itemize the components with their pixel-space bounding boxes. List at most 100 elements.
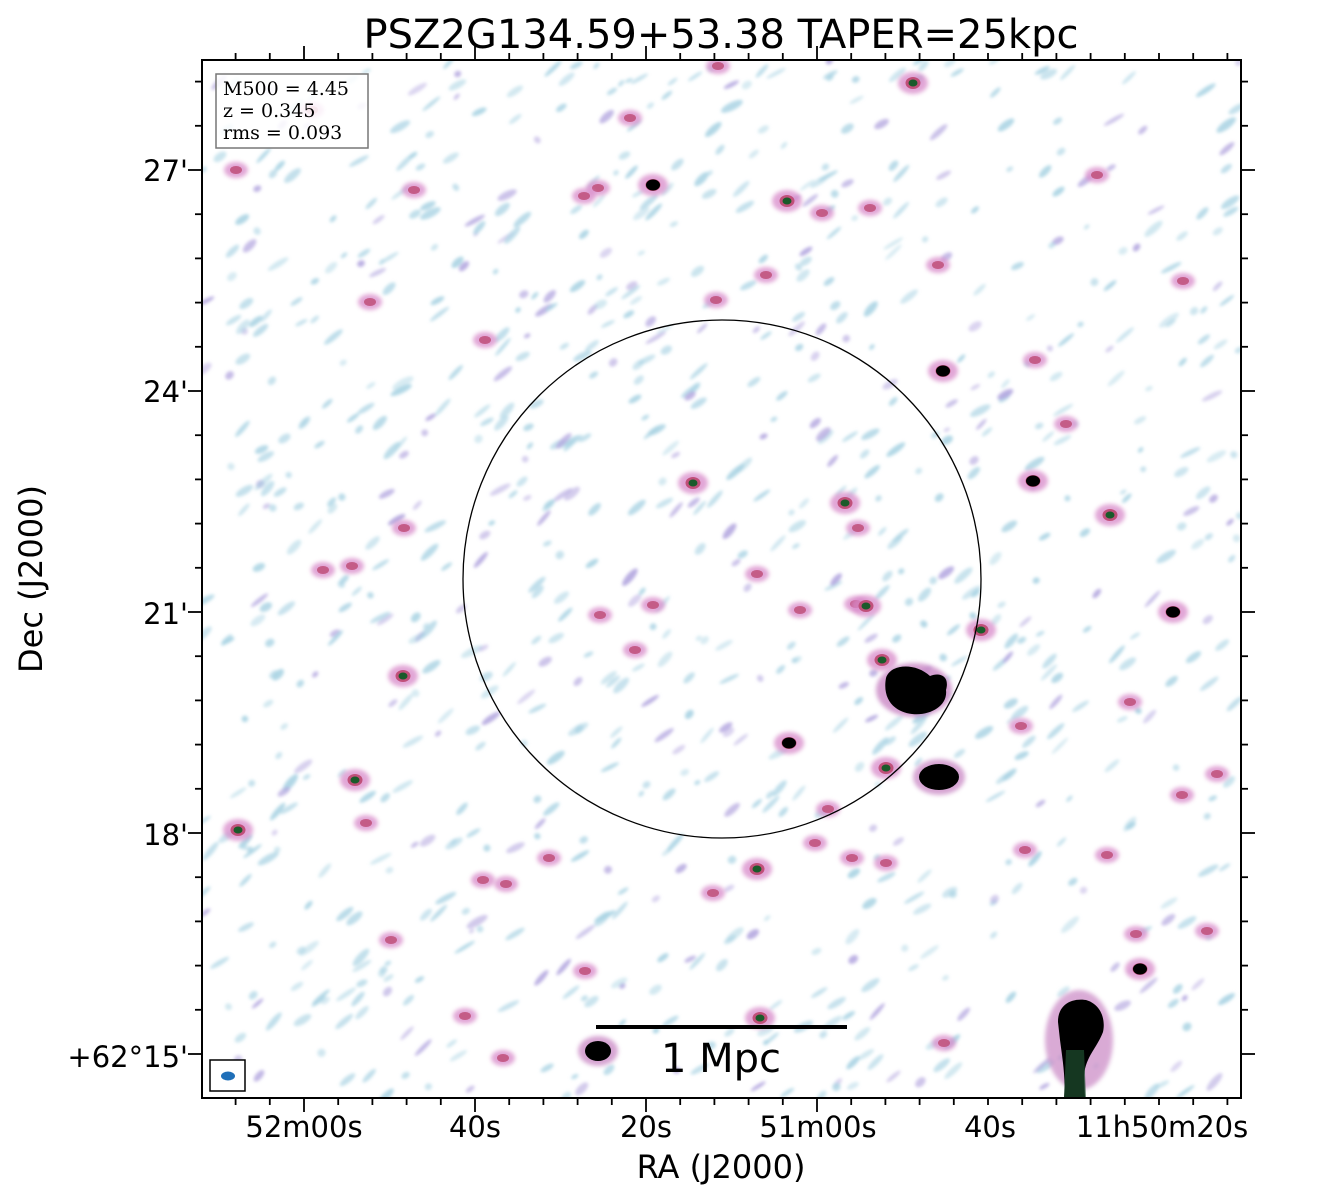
- radio-source: [388, 665, 418, 687]
- radio-source: [623, 642, 647, 658]
- radio-source: [1095, 847, 1119, 863]
- radio-source: [745, 566, 769, 582]
- radio-source: [803, 835, 827, 851]
- info-box: M500 = 4.45 z = 0.345 rms = 0.093: [215, 73, 369, 149]
- radio-source: [471, 872, 495, 888]
- y-tick-label-3: 21': [143, 597, 188, 631]
- radio-source: [223, 819, 253, 841]
- y-tick-label-2: 24': [143, 375, 188, 409]
- radio-source: [774, 732, 804, 754]
- radio-source: [1054, 416, 1078, 432]
- radio-source: [1013, 842, 1037, 858]
- radio-source: [572, 188, 596, 204]
- compact-source-right: [913, 759, 965, 795]
- radio-source: [491, 1050, 515, 1066]
- radio-source: [379, 932, 403, 948]
- radio-source: [816, 801, 840, 817]
- radio-source: [1170, 787, 1194, 803]
- x-tick-label-6: 11h50m20s: [1076, 1110, 1248, 1144]
- radio-source: [966, 619, 996, 641]
- x-tick-label-1: 52m00s: [245, 1110, 362, 1144]
- x-tick-labels: 52m00s 40s 20s 51m00s 40s 11h50m20s: [245, 1110, 1248, 1144]
- radio-source: [573, 963, 597, 979]
- radio-source: [1095, 504, 1125, 526]
- radio-source: [926, 257, 950, 273]
- radio-source: [1124, 926, 1148, 942]
- radio-source: [1085, 167, 1109, 183]
- radio-source: [1125, 958, 1155, 980]
- x-tick-label-5: 40s: [964, 1110, 1016, 1144]
- radio-source: [311, 562, 335, 578]
- radio-source: [932, 1035, 956, 1051]
- noise-texture: [202, 60, 1241, 1098]
- radio-source: [867, 649, 897, 671]
- radio-source: [706, 60, 730, 74]
- x-tick-label-3: 20s: [620, 1110, 672, 1144]
- figure-title: PSZ2G134.59+53.38 TAPER=25kpc: [364, 12, 1079, 58]
- radio-source: [1171, 273, 1195, 289]
- radio-source: [224, 162, 248, 178]
- radio-source: [871, 757, 901, 779]
- elongated-source-bottom: [1045, 990, 1113, 1098]
- cluster-r500-circle: [462, 319, 982, 839]
- radio-source: [704, 292, 728, 308]
- y-tick-labels: 27' 24' 21' 18' +62°15': [67, 154, 188, 1074]
- y-tick-label-5: +62°15': [67, 1040, 188, 1074]
- radio-source: [846, 520, 870, 536]
- info-redshift: z = 0.345: [223, 100, 315, 122]
- radio-source: [473, 332, 497, 348]
- radio-source: [638, 174, 668, 196]
- beam-box: [209, 1059, 246, 1092]
- compact-source-bottom-left: [578, 1036, 618, 1066]
- radio-source: [701, 885, 725, 901]
- radio-source: [772, 190, 802, 212]
- plot-frame: [201, 59, 1242, 1099]
- radio-source: [788, 602, 812, 618]
- radio-source: [1205, 766, 1229, 782]
- radio-source: [840, 850, 864, 866]
- radio-source: [851, 595, 881, 617]
- x-tick-label-2: 40s: [449, 1110, 501, 1144]
- radio-source: [494, 876, 518, 892]
- radio-source: [898, 72, 928, 94]
- radio-source: [754, 267, 778, 283]
- bright-sources: [578, 663, 1113, 1098]
- radio-source: [1118, 694, 1142, 710]
- radio-source: [340, 558, 364, 574]
- radio-source: [810, 205, 834, 221]
- radio-source: [340, 769, 370, 791]
- y-tick-label-1: 27': [143, 154, 188, 188]
- x-axis-label: RA (J2000): [637, 1148, 806, 1186]
- radio-source: [358, 294, 382, 310]
- extended-source-right: [876, 663, 952, 717]
- x-tick-label-4: 51m00s: [759, 1110, 876, 1144]
- radio-source: [742, 858, 772, 880]
- radio-source: [678, 472, 708, 494]
- radio-source: [618, 110, 642, 126]
- radio-sources: [223, 60, 1229, 1066]
- radio-source: [745, 1007, 775, 1029]
- image-area: [202, 60, 1241, 1098]
- radio-source: [392, 520, 416, 536]
- scale-bar-label: 1 Mpc: [661, 1036, 781, 1082]
- beam-ellipse: [221, 1071, 235, 1081]
- radio-source: [1023, 352, 1047, 368]
- radio-source: [928, 360, 958, 382]
- axis-ticks: [188, 46, 1255, 1112]
- radio-source: [830, 492, 860, 514]
- radio-source: [1158, 601, 1188, 623]
- info-rms: rms = 0.093: [223, 122, 342, 144]
- radio-source: [537, 850, 561, 866]
- radio-source: [641, 597, 665, 613]
- radio-source: [1009, 718, 1033, 734]
- radio-source: [1195, 923, 1219, 939]
- y-axis-label: Dec (J2000): [12, 485, 50, 673]
- radio-source: [874, 855, 898, 871]
- radio-source: [1018, 470, 1048, 492]
- info-m500: M500 = 4.45: [223, 78, 349, 100]
- radio-source: [453, 1008, 477, 1024]
- radio-source: [588, 607, 612, 623]
- radio-source: [402, 182, 426, 198]
- radio-source: [354, 815, 378, 831]
